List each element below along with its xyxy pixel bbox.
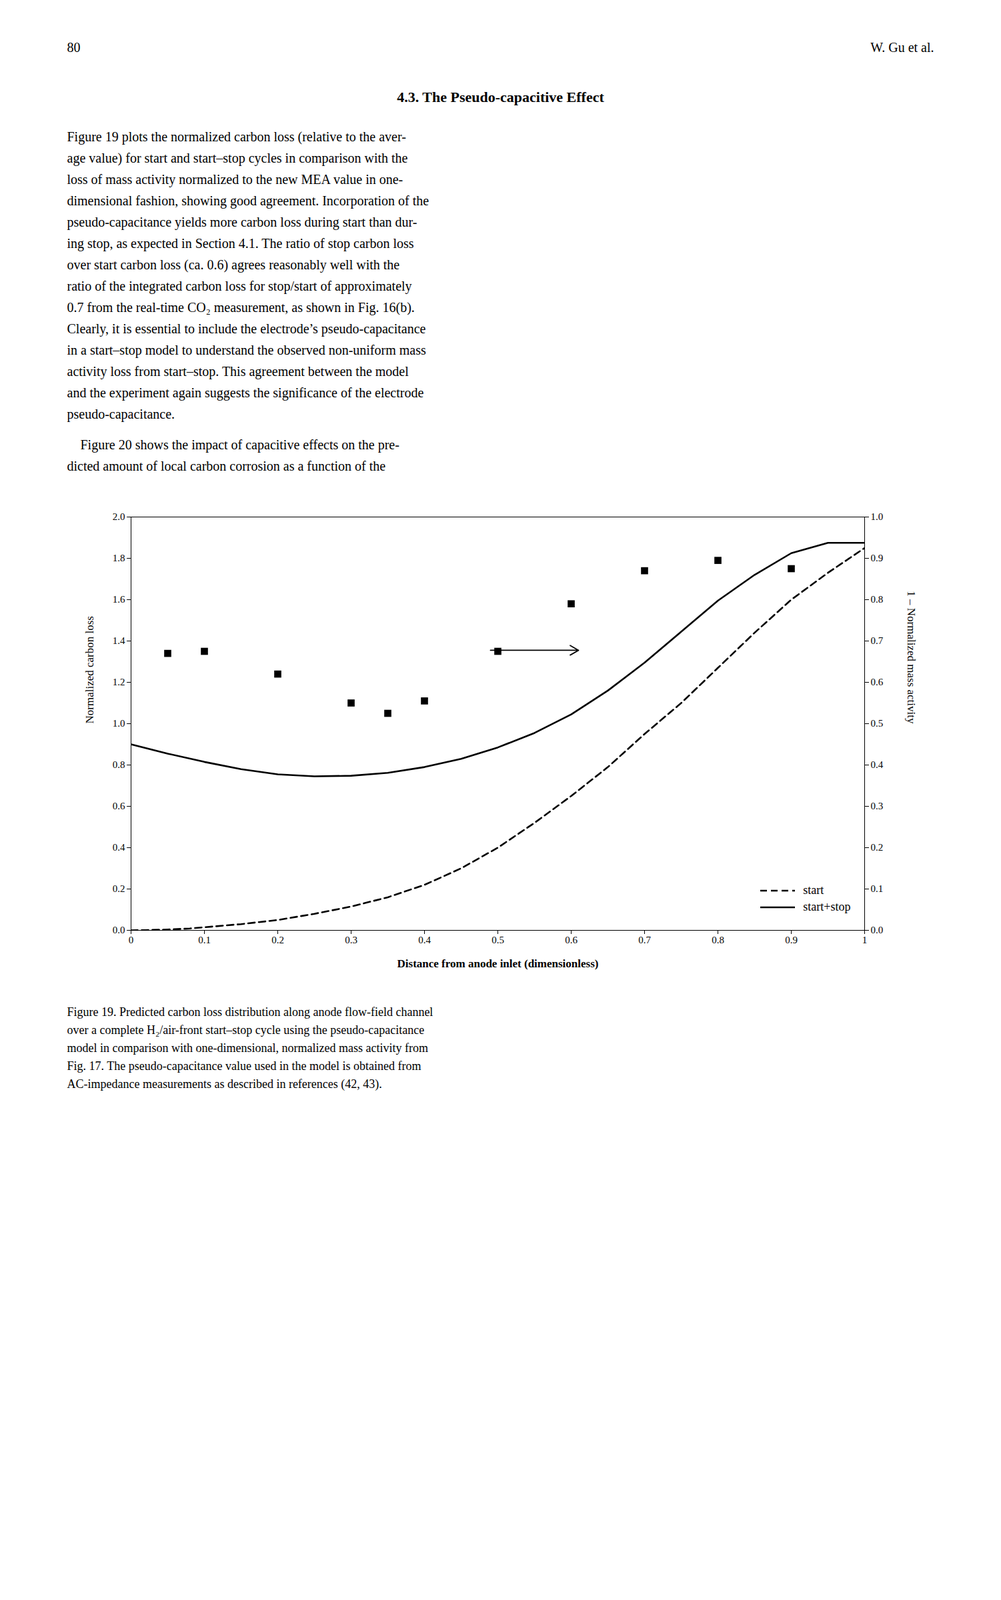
svg-text:1: 1 <box>861 934 867 946</box>
html-text:W. Gu et al.: W. Gu et al. <box>870 40 934 55</box>
svg-text:1.6: 1.6 <box>112 594 125 605</box>
html-text:ratio of the integrated carbon: ratio of the integrated carbon loss for … <box>67 278 412 294</box>
svg-text:0.7: 0.7 <box>870 635 883 647</box>
svg-text:0.1: 0.1 <box>870 883 883 895</box>
svg-text:0.6: 0.6 <box>870 676 883 688</box>
html-text:over a complete H₂/air-front s: over a complete H₂/air-front start–stop … <box>67 1023 425 1038</box>
html-text:and the experiment again sugge: and the experiment again suggests the si… <box>67 385 424 401</box>
html-text:Figure 19. Predicted carbon lo: Figure 19. Predicted carbon loss distrib… <box>67 1005 434 1020</box>
svg-text:0.4: 0.4 <box>418 934 431 946</box>
html-text:start+stop: start+stop <box>803 900 851 914</box>
html-text:activity loss from start–stop.: activity loss from start–stop. This agre… <box>67 364 409 379</box>
svg-text:0.2: 0.2 <box>271 934 285 946</box>
svg-text:0.3: 0.3 <box>870 800 883 812</box>
svg-text:1.4: 1.4 <box>112 635 125 647</box>
svg-text:1.0: 1.0 <box>870 511 883 523</box>
svg-text:1.8: 1.8 <box>112 552 125 564</box>
html-text:Fig. 17. The pseudo-capacitanc: Fig. 17. The pseudo-capacitance value us… <box>67 1059 422 1074</box>
svg-text:1.0: 1.0 <box>112 718 125 729</box>
svg-text:0.5: 0.5 <box>870 718 883 729</box>
svg-text:0.0: 0.0 <box>870 924 883 936</box>
svg-text:1.2: 1.2 <box>112 676 125 688</box>
html-text:80: 80 <box>67 40 81 55</box>
svg-text:2.0: 2.0 <box>112 511 125 523</box>
html-text:Figure 19 plots the normalized: Figure 19 plots the normalized carbon lo… <box>67 129 407 145</box>
svg-text:0.2: 0.2 <box>870 842 883 853</box>
svg-text:0.0: 0.0 <box>112 924 125 936</box>
html-text:ing stop, as expected in Secti: ing stop, as expected in Section 4.1. Th… <box>67 236 414 251</box>
svg-text:0.2: 0.2 <box>112 883 125 895</box>
svg-text:0.1: 0.1 <box>198 934 211 946</box>
svg-text:0.5: 0.5 <box>491 934 505 946</box>
html-text:pseudo-capacitance.: pseudo-capacitance. <box>67 406 175 422</box>
html-text:AC-impedance measurements as d: AC-impedance measurements as described i… <box>67 1077 382 1092</box>
svg-text:0.6: 0.6 <box>564 934 578 946</box>
html-text:dimensional fashion, showing g: dimensional fashion, showing good agreem… <box>67 193 429 209</box>
html-text:4.3. The Pseudo-capacitive Eff: 4.3. The Pseudo-capacitive Effect <box>396 88 605 106</box>
svg-text:Distance from anode inlet (dim: Distance from anode inlet (dimensionless… <box>396 957 599 971</box>
html-text:Clearly, it is essential to in: Clearly, it is essential to include the … <box>67 321 426 337</box>
svg-text:0.4: 0.4 <box>112 842 125 853</box>
html-text:dicted amount of local carbon: dicted amount of local carbon corrosion … <box>67 458 386 474</box>
svg-text:0.9: 0.9 <box>870 552 883 564</box>
svg-text:0.7: 0.7 <box>638 934 651 946</box>
html-text:pseudo-capacitance yields more: pseudo-capacitance yields more carbon lo… <box>67 214 418 230</box>
svg-text:0.9: 0.9 <box>784 934 798 946</box>
svg-text:0.8: 0.8 <box>711 934 725 946</box>
html-text:model in comparison with one-d: model in comparison with one-dimensional… <box>67 1041 429 1056</box>
html-text:start: start <box>803 883 824 897</box>
svg-text:0.4: 0.4 <box>870 759 883 771</box>
svg-text:0.8: 0.8 <box>112 759 125 771</box>
html-text:age value) for start and start: age value) for start and start–stop cycl… <box>67 150 408 166</box>
svg-text:0.6: 0.6 <box>112 800 125 812</box>
html-text:in a start–stop model to under: in a start–stop model to understand the … <box>67 342 426 358</box>
html-text:0.7 from the real-time CO₂ mea: 0.7 from the real-time CO₂ measurement, … <box>67 300 415 315</box>
svg-text:0: 0 <box>128 934 134 946</box>
html-text:loss of mass activity normaliz: loss of mass activity normalized to the … <box>67 172 404 187</box>
svg-text:0.8: 0.8 <box>870 594 883 605</box>
html-text:over start carbon loss (ca. 0.: over start carbon loss (ca. 0.6) agrees … <box>67 257 400 273</box>
svg-text:1 – Normalized mass activity: 1 – Normalized mass activity <box>904 590 918 725</box>
html-text:Figure 20 shows the impact of: Figure 20 shows the impact of capacitive… <box>67 437 400 453</box>
svg-text:Normalized carbon loss: Normalized carbon loss <box>82 616 96 724</box>
svg-text:0.3: 0.3 <box>344 934 358 946</box>
